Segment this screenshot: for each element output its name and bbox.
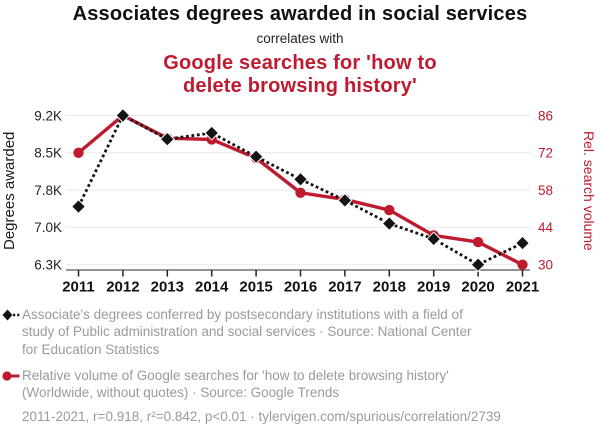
degrees-marker bbox=[159, 131, 175, 147]
chart-subtitle: correlates with bbox=[256, 31, 344, 46]
degrees-marker bbox=[381, 216, 397, 232]
left-y-tick-label: 6.3K bbox=[34, 258, 62, 273]
x-tick-label: 2019 bbox=[417, 279, 450, 296]
degrees-marker bbox=[514, 235, 531, 251]
chart-title-secondary: Google searches for 'how to delete brows… bbox=[163, 52, 437, 97]
x-tick-label: 2020 bbox=[461, 279, 494, 296]
degrees-marker bbox=[115, 107, 131, 124]
searches-marker bbox=[73, 147, 84, 158]
searches-marker bbox=[517, 259, 528, 270]
correlation-line-chart: 2011 2012 2013 2014 2015 2016 2017 2018 2019 2020… bbox=[34, 107, 554, 296]
legend-item-searches: Relative volume of Google searches for '… bbox=[2, 367, 580, 402]
x-tick-label: 2015 bbox=[239, 279, 272, 296]
degrees-marker bbox=[248, 149, 264, 165]
right-y-tick-label: 58 bbox=[538, 183, 553, 198]
x-tick-label: 2014 bbox=[195, 279, 229, 296]
degrees-marker bbox=[204, 125, 220, 141]
x-tick-label: 2018 bbox=[373, 279, 406, 296]
stats-citation: 2011-2021, r=0.918, r²=0.842, p<0.01 · t… bbox=[22, 409, 501, 425]
right-y-tick-label: 30 bbox=[538, 258, 553, 273]
legend-label-degrees: Associate's degrees conferred by postsec… bbox=[22, 307, 472, 357]
x-tick-label: 2021 bbox=[506, 279, 539, 296]
x-tick-label: 2017 bbox=[328, 279, 361, 296]
left-y-tick-label: 8.5K bbox=[34, 146, 62, 161]
x-tick-label: 2011 bbox=[62, 279, 95, 296]
red-circle-solid-line-icon bbox=[2, 371, 20, 381]
legend-label-searches: Relative volume of Google searches for '… bbox=[22, 367, 449, 401]
series-degrees bbox=[70, 107, 531, 273]
left-y-tick-label: 7.8K bbox=[34, 183, 62, 198]
left-y-tick-label: 7.0K bbox=[34, 220, 62, 235]
right-y-tick-label: 86 bbox=[538, 108, 553, 123]
degrees-marker bbox=[426, 231, 442, 247]
x-tick-label: 2016 bbox=[284, 279, 317, 296]
y-axis-title-right: Rel. search volume bbox=[581, 131, 597, 251]
x-tick-label: 2013 bbox=[151, 279, 184, 296]
searches-marker bbox=[472, 236, 484, 248]
axes: 2011 2012 2013 2014 2015 2016 2017 2018 2019 2020… bbox=[34, 108, 553, 295]
legend-item-degrees: Associate's degrees conferred by postsec… bbox=[2, 306, 580, 358]
searches-marker bbox=[295, 187, 306, 198]
searches-marker bbox=[384, 204, 395, 216]
degrees-marker bbox=[70, 199, 87, 215]
black-diamond-dotted-line-icon bbox=[2, 309, 20, 321]
degrees-marker bbox=[470, 257, 486, 273]
right-y-tick-label: 44 bbox=[538, 220, 554, 235]
left-y-tick-label: 9.2K bbox=[34, 108, 62, 123]
degrees-marker bbox=[292, 171, 309, 187]
degrees-marker bbox=[337, 192, 353, 208]
chart-title-primary: Associates degrees awarded in social ser… bbox=[72, 3, 528, 25]
chart-legend: Associate's degrees conferred by postsec… bbox=[2, 306, 580, 424]
x-tick-label: 2012 bbox=[106, 279, 139, 296]
right-y-tick-label: 72 bbox=[538, 146, 553, 161]
